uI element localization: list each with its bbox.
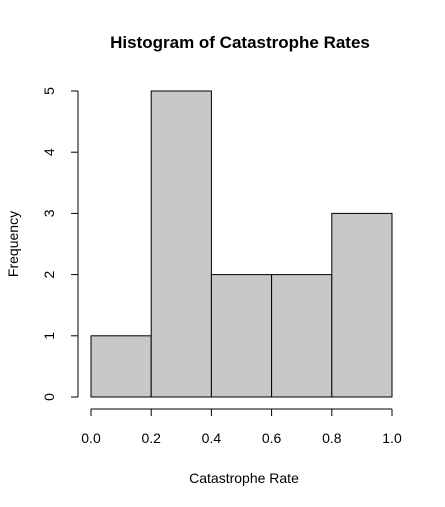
y-tick-label: 5 [41, 87, 57, 95]
x-tick-label: 0.6 [262, 430, 282, 446]
histogram-bar-3 [271, 274, 333, 398]
y-axis: 0 1 2 3 4 5 [41, 87, 79, 401]
histogram-bar-4 [331, 212, 393, 398]
x-tick-label: 1.0 [382, 430, 402, 446]
x-axis: 0.0 0.2 0.4 0.6 0.8 1.0 [81, 408, 402, 446]
histogram-bar-1 [150, 90, 212, 398]
x-axis-label: Catastrophe Rate [189, 470, 299, 486]
bars-layer [90, 90, 393, 398]
y-tick-label: 3 [41, 209, 57, 217]
histogram-bar-0 [90, 335, 152, 398]
x-tick-label: 0.4 [202, 430, 222, 446]
y-tick-label: 1 [41, 332, 57, 340]
y-tick-label: 0 [41, 393, 57, 401]
x-tick-label: 0.0 [81, 430, 101, 446]
y-axis-label: Frequency [5, 211, 21, 277]
y-tick-label: 4 [41, 148, 57, 156]
histogram-bar-2 [210, 274, 273, 398]
y-tick-label: 2 [41, 270, 57, 278]
x-tick-label: 0.8 [322, 430, 342, 446]
chart-title: Histogram of Catastrophe Rates [110, 33, 370, 52]
x-tick-label: 0.2 [141, 430, 161, 446]
